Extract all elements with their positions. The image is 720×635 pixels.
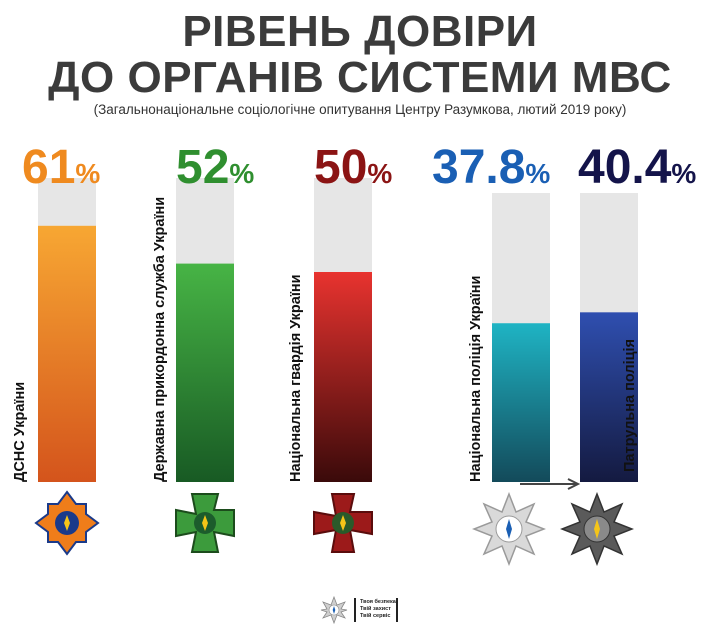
percent-sign: % bbox=[367, 158, 393, 189]
percent-sign: % bbox=[229, 158, 255, 189]
national-guard-emblem-icon bbox=[313, 493, 373, 553]
value-number: 40.4 bbox=[578, 141, 672, 194]
slogan-line-1: Твоя безпека bbox=[360, 599, 396, 605]
value-number: 52 bbox=[176, 141, 230, 194]
value-number: 37.8 bbox=[432, 141, 526, 194]
title-line-1: РІВЕНЬ ДОВІРИ bbox=[182, 7, 538, 56]
category-label: Національна гвардія України bbox=[288, 274, 304, 482]
slogan-line-2: Твій захист bbox=[360, 606, 391, 612]
category-label: Національна поліція України bbox=[468, 275, 484, 482]
national-police-emblem-icon bbox=[472, 492, 546, 566]
dsns-emblem-icon bbox=[34, 490, 100, 556]
bar bbox=[38, 225, 96, 483]
bar bbox=[314, 272, 372, 482]
bar-track bbox=[38, 178, 96, 482]
value-label: 37.8% bbox=[432, 140, 550, 196]
subtitle: (Загальнонаціональне соціологічне опитув… bbox=[93, 102, 627, 117]
patrol-police-emblem-icon bbox=[560, 492, 634, 566]
border-service-emblem-icon bbox=[175, 493, 235, 553]
category-label: ДСНС України bbox=[12, 381, 28, 482]
percent-sign: % bbox=[525, 158, 551, 189]
percent-sign: % bbox=[75, 158, 101, 189]
value-number: 50 bbox=[314, 141, 368, 194]
value-label: 50% bbox=[314, 140, 392, 196]
slogan-line-3: Твій сервіс bbox=[360, 613, 391, 619]
bar bbox=[176, 263, 234, 482]
value-label: 61% bbox=[22, 140, 100, 196]
category-label: Державна прикордонна служба України bbox=[152, 196, 168, 482]
title-line-2: ДО ОРГАНІВ СИСТЕМИ МВС bbox=[48, 53, 672, 102]
value-label: 40.4% bbox=[578, 140, 696, 196]
category-label: Патрульна поліція bbox=[622, 339, 638, 472]
connector-arrow-head bbox=[567, 478, 581, 490]
ministry-logo-icon bbox=[320, 596, 348, 624]
bar bbox=[492, 323, 550, 482]
percent-sign: % bbox=[671, 158, 697, 189]
bar-track bbox=[176, 178, 234, 482]
bar-track bbox=[314, 178, 372, 482]
bar-track bbox=[492, 193, 550, 482]
slogan-box: Твоя безпека Твій захист Твій сервіс bbox=[354, 598, 398, 622]
value-number: 61 bbox=[22, 141, 76, 194]
value-label: 52% bbox=[176, 140, 254, 196]
